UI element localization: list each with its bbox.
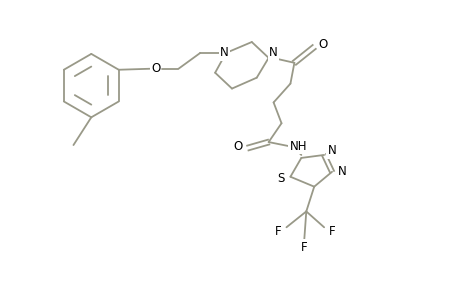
Text: F: F [328,225,335,238]
Text: NH: NH [289,140,307,152]
Text: O: O [151,62,160,75]
Text: O: O [318,38,327,52]
Text: F: F [274,225,281,238]
Text: O: O [233,140,242,152]
Text: N: N [337,165,346,178]
Text: N: N [327,145,336,158]
Text: N: N [269,46,277,59]
Text: N: N [219,46,228,59]
Text: F: F [300,241,307,254]
Text: S: S [276,172,284,185]
